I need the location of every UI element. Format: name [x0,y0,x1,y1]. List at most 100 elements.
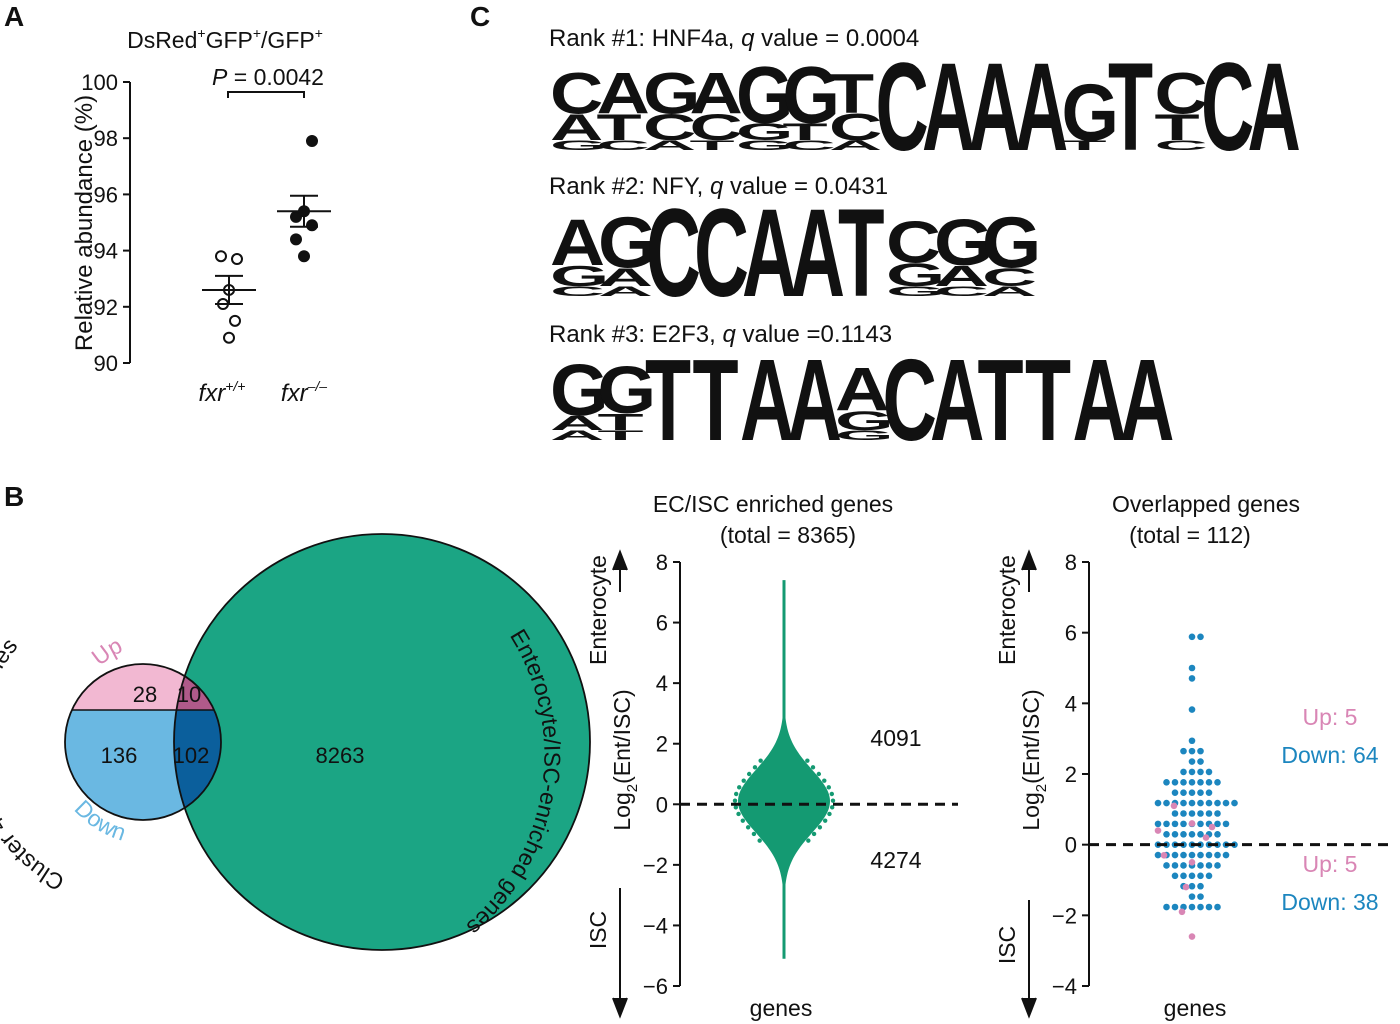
data-point [733,791,739,797]
data-point-down [1188,768,1196,776]
y-tick-label: −2 [1052,903,1077,928]
data-point-down [1171,810,1179,817]
logo-letter-secondary: C [643,107,696,148]
logo-letter: A [742,182,797,322]
overlapped-down-arrow [1021,900,1037,1019]
data-point-down [1197,768,1204,776]
logo-letter: G [598,202,657,283]
y-tick-label: 0 [1065,833,1077,858]
logo-letter-minor: A [829,138,882,153]
data-point-down [1171,872,1179,880]
logo-letter-secondary: G [835,406,894,436]
data-point-down [1197,820,1204,828]
data-point [757,838,762,843]
logo-letter-secondary: T [1155,107,1200,148]
overlapped-up-arrow [1021,549,1037,592]
data-point [737,785,742,790]
overlapped-chart-axis: −4 −2 0 2 4 6 8 [1052,550,1090,999]
logo-letter-minor: G [550,138,607,153]
panel-a-ylabel: Relative abundance (%) [71,95,98,351]
venn-count-down-only: 136 [101,743,138,768]
data-point [752,765,758,770]
data-point-down [1163,820,1170,828]
data-point-down [1188,758,1196,765]
overlapped-above-up-count: Up: 5 [1303,704,1358,730]
panel-b: B 28 10 136 102 8263 [0,481,1395,1021]
data-point [822,818,828,823]
data-point [805,758,810,763]
data-point-down [1205,768,1213,776]
data-point-down [1180,789,1187,797]
logo-letter-minor: T [1062,138,1107,153]
overlapped-chart-up-label: Enterocyte [994,555,1020,665]
y-tick-label: 8 [656,550,668,575]
data-point [811,831,817,837]
logo-letter: A [788,334,842,464]
logo-letter: G [982,202,1041,283]
data-point-down [1197,851,1204,859]
logo-letter: A [597,62,650,127]
data-point-down [1188,633,1196,641]
data-point-down [1180,851,1187,859]
enriched-chart-down-label: ISC [585,911,611,949]
y-tick-label: 4 [1065,691,1077,716]
logo-letter: T [693,334,739,464]
data-point-down [1163,830,1170,838]
panel-letter-c: C [470,1,490,32]
data-point-down [1188,675,1196,682]
data-point [231,253,243,266]
logo-letter: C [886,209,941,275]
data-point-down [1188,779,1196,786]
data-point-down [1188,737,1196,745]
data-point-down [1205,799,1213,807]
data-point-up [1188,859,1196,866]
data-point-down [1188,851,1196,859]
venn-count-up-only: 28 [133,682,157,707]
data-point-down [1154,851,1162,859]
data-point-down [1205,851,1213,859]
logo-letter: A [1120,334,1174,464]
data-point [290,210,302,223]
logo-letter-secondary: A [598,264,653,292]
overlapped-below-down-count: Down: 38 [1281,889,1378,915]
data-point-up [1202,834,1210,841]
data-point [732,798,738,803]
data-point-down [1188,893,1196,900]
logo-letter: A [969,37,1022,177]
data-point-down [1214,810,1221,817]
enriched-chart-up-label: Enterocyte [585,555,611,665]
data-point [806,838,811,843]
logo-letter: C [694,182,749,322]
data-point [827,811,832,817]
data-point-down [1197,747,1204,755]
logo-letter-minor: G [736,138,793,153]
data-point-down [1171,862,1179,869]
data-point-down [1154,799,1162,807]
logo-letter: A [1248,37,1301,177]
data-point-down [1205,872,1213,880]
y-tick-label: 92 [94,295,118,320]
data-point-up [1170,802,1178,810]
logo-letter-secondary: G [736,118,793,146]
data-point-down [1214,851,1221,859]
logo-letter-secondary: T [597,107,642,148]
logo-letter: C [1201,37,1254,177]
data-point-down [1214,830,1221,838]
data-point-down [1197,882,1204,890]
logo-letter: C [1155,62,1208,127]
y-tick-label: 100 [81,70,118,95]
logo-letter-secondary: T [598,409,644,436]
venn-count-down-overlap: 102 [173,743,210,768]
motif-1-title: Rank #1: HNF4a, q value = 0.0004 [549,25,919,52]
logo-letter: G [643,62,700,127]
logo-letter-minor: C [550,283,605,299]
data-point-down [1180,779,1187,786]
group-label-wildtype: fxr+/+ [199,378,246,407]
enriched-count-below: 4274 [870,847,921,873]
venn-count-up-overlap: 10 [177,682,201,707]
logo-letter: G [736,50,793,140]
venn-label-cluster4: Cluster 4 differential genes [0,633,68,896]
logo-letter: A [790,182,845,322]
data-point-down [1197,862,1204,869]
data-point-down [1214,862,1221,869]
